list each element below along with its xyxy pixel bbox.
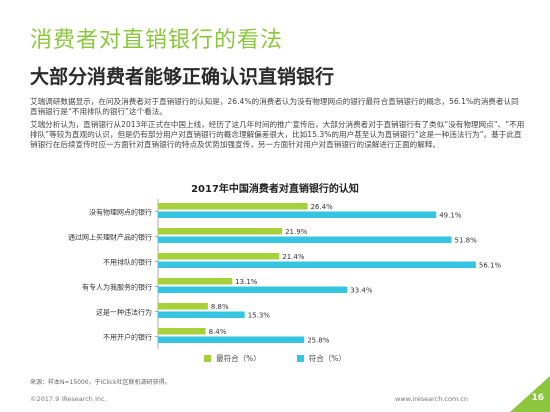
bar-green (158, 278, 233, 285)
page-title: 消费者对直销银行的看法 (30, 28, 284, 53)
bar-blue (158, 336, 305, 343)
legend-swatch-blue (296, 355, 304, 362)
legend-swatch-green (204, 355, 212, 362)
copyright: ©2017.9 iResearch Inc. (30, 395, 107, 403)
page-subtitle: 大部分消费者能够正确认识直销银行 (30, 66, 335, 88)
bar-green (158, 303, 208, 310)
value-label-green: 26.4% (311, 203, 334, 211)
bar-blue (158, 211, 437, 218)
description-paragraph-2: 艾瑞分析认为，直销银行从2013年正式在中国上线，经历了这几年时间的推广宣传后，… (30, 120, 525, 150)
corner-decoration (510, 376, 550, 412)
category-label: 有专人为我服务的银行 (82, 283, 152, 292)
value-label-blue: 49.1% (439, 212, 462, 220)
value-label-green: 8.8% (211, 303, 229, 311)
value-label-green: 13.1% (235, 278, 258, 286)
bar-blue (158, 236, 452, 243)
category-label: 不用开户的银行 (103, 333, 152, 342)
bar-green (158, 328, 206, 335)
value-label-green: 8.4% (209, 328, 227, 336)
chart-legend: 最符合（%） 符合（%） (0, 353, 550, 364)
value-label-green: 21.9% (285, 228, 308, 236)
bar-green (158, 253, 280, 260)
category-label: 通过网上买理财产品的银行 (68, 233, 152, 242)
source-note: 来源：样本N=15000，于iClick社区联机调研获得。 (30, 379, 171, 386)
value-label-blue: 51.8% (455, 237, 478, 245)
category-label: 不用排队的银行 (103, 258, 152, 267)
value-label-blue: 15.3% (248, 312, 271, 320)
bar-blue (158, 261, 476, 268)
value-label-green: 21.4% (282, 253, 305, 261)
legend-item-blue: 符合（%） (296, 353, 346, 364)
website-link[interactable]: www.iresearch.com.cn (395, 395, 469, 403)
bar-blue (158, 286, 348, 293)
bar-green (158, 203, 308, 210)
legend-item-green: 最符合（%） (204, 353, 261, 364)
value-label-blue: 25.8% (307, 337, 330, 345)
value-label-blue: 33.4% (350, 287, 373, 295)
category-label: 没有物理网点的银行 (89, 208, 152, 217)
bar-blue (158, 311, 245, 318)
chart-title: 2017年中国消费者对直销银行的认知 (191, 184, 359, 195)
value-label-blue: 56.1% (479, 262, 502, 270)
bar-chart: 没有物理网点的银行 26.4% 49.1% 通过网上买理财产品的银行 21.9% 51.8… (68, 199, 502, 349)
description-paragraph-1: 艾瑞调研数据显示，在问及消费者对于直销银行的认知是，26.4%的消费者认为没有物… (30, 97, 519, 117)
legend-label-blue: 符合（%） (308, 354, 346, 363)
legend-label-green: 最符合（%） (216, 354, 261, 363)
category-label: 这是一种违法行为 (96, 308, 152, 317)
bar-green (158, 228, 283, 235)
page-number: 16 (531, 393, 544, 403)
